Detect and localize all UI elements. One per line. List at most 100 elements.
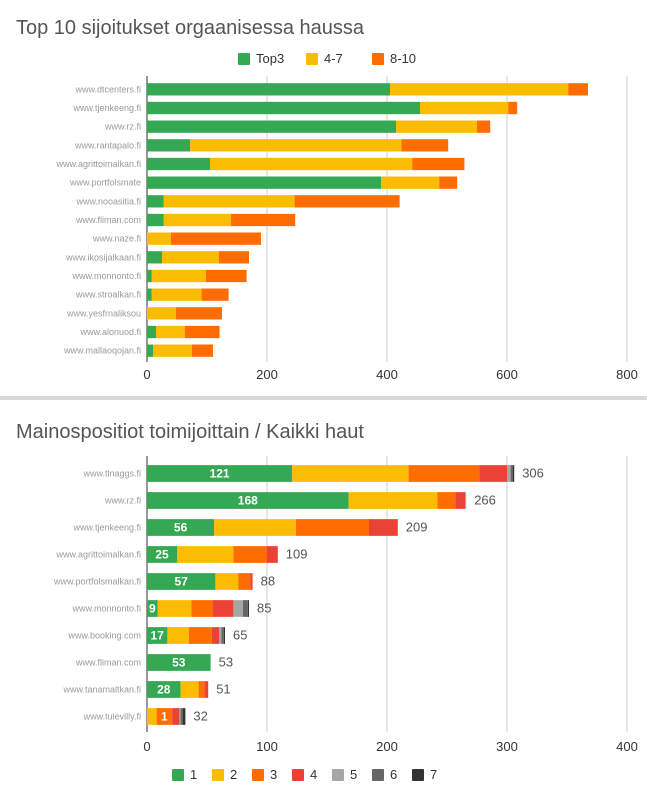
chart2-bars (147, 465, 515, 725)
chart2-bar-segment (292, 465, 409, 482)
chart1-bar-segment (147, 120, 396, 133)
chart2-legend-swatch (212, 769, 224, 781)
chart2-data-labels: 1211685625579175328130626620910988856553… (149, 466, 544, 724)
chart1-bar-segment (163, 195, 295, 208)
chart2-total-label: 53 (219, 655, 233, 670)
chart2-bar-segment (233, 546, 267, 563)
chart2-legend-label: 4 (310, 767, 317, 782)
chart2-legend-label: 3 (270, 767, 277, 782)
chart2-legend-label: 2 (230, 767, 237, 782)
chart1-category-label: www.rantapalo.fi (74, 140, 141, 150)
chart2-category-label: www.tjenkeeng.fi (72, 523, 141, 533)
chart1-bars (147, 83, 588, 357)
chart2-total-label: 32 (193, 709, 207, 724)
chart2-category-label: www.monnonto.fi (71, 604, 141, 614)
chart2-bar-segment (267, 546, 278, 563)
chart2-bar-segment (243, 600, 248, 617)
chart2-x-tick-label: 0 (143, 739, 150, 754)
chart2-bar-segment (247, 600, 249, 617)
chart2-bar-segment (198, 681, 205, 698)
chart1-bar-segment (147, 288, 152, 301)
chart1-bar-segment (147, 101, 420, 115)
chart1-bar-segment (147, 213, 164, 227)
chart2-category-label: www.portfolsmalkan.fi (53, 577, 141, 587)
chart1-bar-segment (190, 139, 402, 152)
chart2-bar-segment (156, 708, 173, 725)
chart2-bar-segment (183, 708, 186, 725)
chart2-bar-segment (180, 708, 183, 725)
chart2-segment-label: 168 (238, 494, 258, 508)
chart2-bar-segment (214, 519, 296, 536)
chart2-bar-segment (295, 519, 369, 536)
chart2-legend-swatch (252, 769, 264, 781)
chart1-bar-segment (201, 288, 229, 301)
chart1-bar-segment (171, 232, 261, 245)
chart1-category-label: www.monnonto.fi (71, 271, 141, 281)
chart1-legend-swatch (238, 53, 250, 65)
chart1-bar-segment (381, 176, 440, 189)
chart2-segment-label: 53 (172, 656, 186, 670)
chart1-bar-segment (147, 139, 191, 152)
chart1-bar-segment (205, 269, 247, 283)
chart2-bar-segment (147, 708, 157, 725)
chart1-bar-segment (147, 83, 390, 96)
chart2-bar-segment (177, 546, 234, 563)
chart1-bar-segment (412, 157, 465, 171)
chart1-category-label: www.naze.fi (92, 234, 141, 244)
chart1-bar-segment (294, 195, 400, 208)
chart2-bar-segment (238, 573, 251, 590)
chart1-category-label: www.rz.fi (104, 122, 141, 132)
chart2-category-labels: www.tlnaggs.fi www.rz.fi www.tjenkeeng.fi w… (53, 469, 141, 722)
chart1-bar-segment (147, 176, 381, 189)
chart2-segment-label: 9 (149, 602, 156, 616)
chart2-bar-segment (147, 546, 177, 563)
chart1-category-label: www.portfolsmate (69, 178, 141, 188)
chart1-x-tick-label: 800 (616, 367, 638, 382)
chart1-x-tick-label: 200 (256, 367, 278, 382)
chart1-bar-segment (162, 251, 219, 264)
chart2-bar-segment (180, 681, 199, 698)
chart2-total-label: 65 (233, 628, 247, 643)
chart2-bar-segment (147, 681, 181, 698)
chart2-segment-label: 57 (175, 575, 189, 589)
chart2-bar-segment (507, 465, 511, 482)
chart2-total-label: 266 (474, 493, 496, 508)
chart2-total-label: 85 (257, 601, 271, 616)
chart2-bar-segment (437, 492, 456, 509)
chart1-bar-segment (151, 288, 202, 301)
chart1-category-label: www.ikosijalkaan.fi (65, 252, 141, 262)
chart2-total-label: 88 (261, 574, 275, 589)
chart1-legend: Top3 4-7 8-10 (238, 51, 416, 66)
chart2-segment-label: 28 (157, 683, 171, 697)
chart2-legend-swatch (292, 769, 304, 781)
chart1-category-label: www.alonuod.fi (79, 327, 141, 337)
chart2-bar-segment (479, 465, 507, 482)
chart2-legend: 1 2 3 4 5 6 7 (172, 767, 437, 782)
chart2-total-label: 51 (216, 682, 230, 697)
chart2-bar-segment (147, 519, 215, 536)
chart2-category-label: www.tanamaltkan.fi (62, 685, 141, 695)
chart1-legend-label: 4-7 (324, 51, 343, 66)
chart2-segment-label: 121 (210, 467, 230, 481)
chart2-bar-segment (250, 573, 253, 590)
organic-top10-chart: Top 10 sijoitukset orgaanisessa haussa T… (16, 17, 638, 382)
chart2-x-tick-label: 200 (376, 739, 398, 754)
chart1-bar-segment (147, 195, 164, 208)
chart1-bar-segment (401, 139, 449, 152)
chart1-bar-segment (163, 213, 231, 227)
chart1-bar-segment (151, 269, 206, 283)
chart2-bar-segment (204, 681, 209, 698)
chart2-bar-segment (223, 627, 225, 644)
chart2-bar-segment (219, 627, 222, 644)
chart2-bar-segment (147, 465, 293, 482)
chart2-category-label: www.tlnaggs.fi (82, 469, 141, 479)
chart2-x-tick-label: 400 (616, 739, 638, 754)
chart2-bar-segment (211, 627, 219, 644)
chart1-category-label: www.mallaoqojan.fi (63, 346, 141, 356)
chart-separator (0, 396, 647, 400)
chart2-bar-segment (455, 492, 465, 509)
chart1-bar-segment (147, 251, 162, 264)
chart1-bar-segment (175, 307, 222, 320)
chart1-bar-segment (568, 83, 588, 96)
chart2-category-label: www.booking.com (67, 631, 141, 641)
